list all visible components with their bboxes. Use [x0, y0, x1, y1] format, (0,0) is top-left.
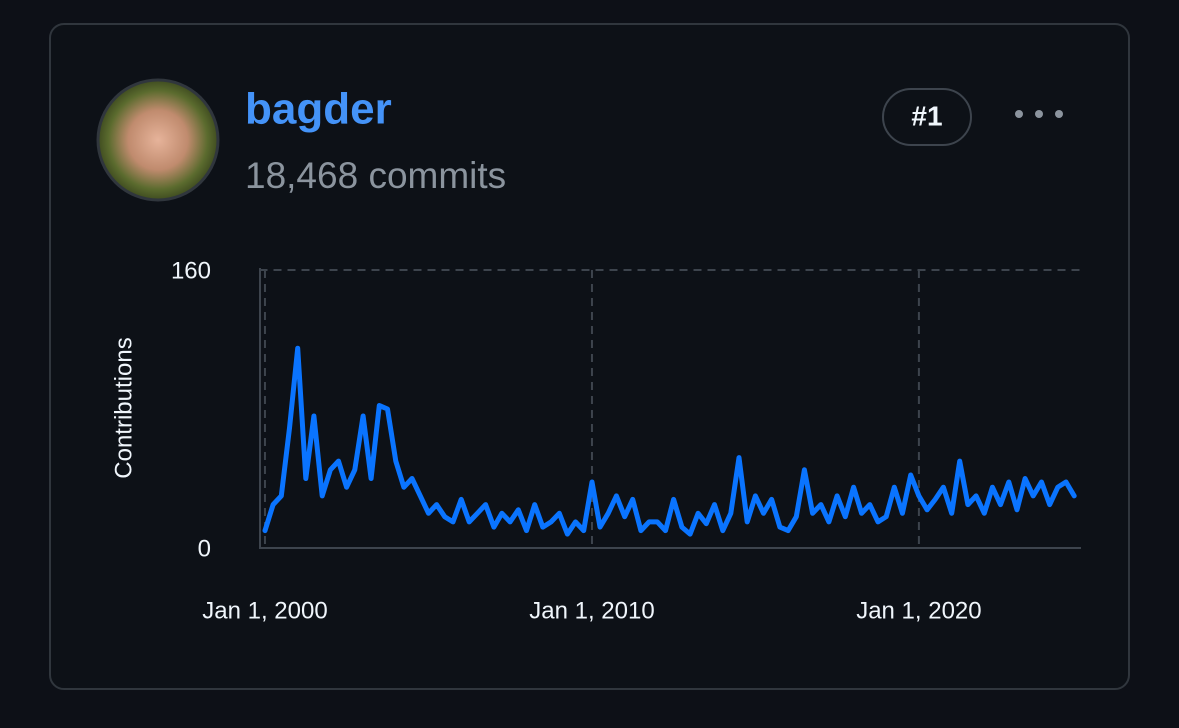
y-tick-label: 160	[171, 257, 211, 284]
dot[interactable]	[1055, 110, 1063, 118]
dot[interactable]	[1035, 110, 1043, 118]
x-tick-label: Jan 1, 2000	[202, 597, 327, 624]
dot[interactable]	[1015, 110, 1023, 118]
x-tick-label: Jan 1, 2010	[529, 597, 654, 624]
user-name[interactable]: bagder	[245, 85, 392, 134]
contribution-line	[262, 345, 1077, 537]
avatar[interactable]	[96, 78, 220, 202]
commit-count: 18,468 commits	[245, 155, 506, 196]
x-tick-label: Jan 1, 2020	[856, 597, 981, 624]
y-axis-label: Contributions	[110, 337, 137, 478]
y-tick-label: 0	[198, 535, 211, 562]
menu-button[interactable]	[1015, 110, 1063, 118]
rank-badge	[882, 88, 972, 146]
card	[49, 23, 1130, 690]
rank: #1	[911, 100, 942, 131]
